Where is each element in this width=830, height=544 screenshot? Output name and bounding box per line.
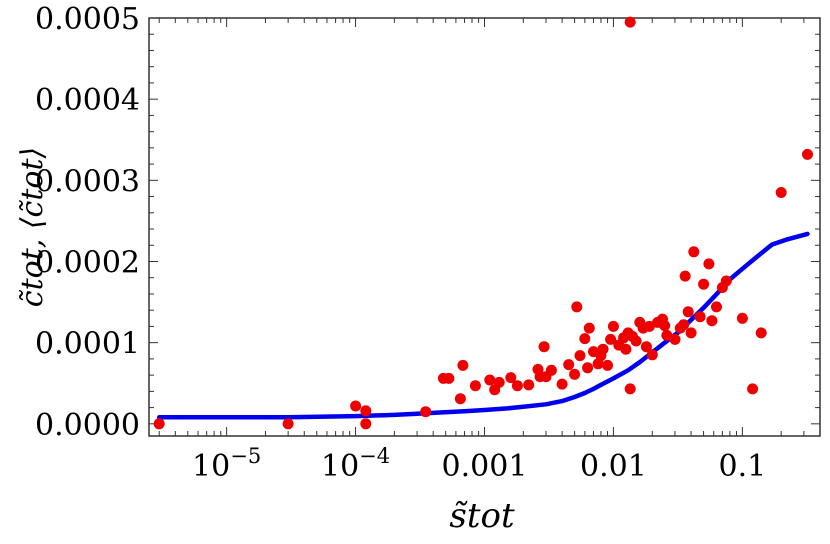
- scatter-point: [775, 187, 787, 198]
- y-tick-label: 0.0003: [35, 164, 140, 199]
- x-tick-label: 10−4: [321, 444, 390, 484]
- scatter-point: [469, 380, 481, 392]
- scatter-point: [545, 364, 557, 376]
- scatter-point: [706, 315, 718, 327]
- scatter-point: [685, 327, 697, 339]
- x-tick-label: 0.01: [580, 449, 647, 484]
- scatter-point: [679, 270, 691, 282]
- x-axis-label: s̃tot: [449, 496, 515, 536]
- scatter-point: [511, 380, 523, 392]
- x-tick-label: 0.001: [442, 449, 528, 484]
- scatter-point: [505, 372, 517, 384]
- plot-frame: [148, 17, 821, 437]
- scatter-point: [493, 376, 505, 388]
- scatter-point: [571, 301, 583, 313]
- scatter-point: [484, 374, 496, 386]
- scatter-point: [682, 306, 694, 318]
- scatter-point: [602, 359, 613, 371]
- scatter-point: [630, 335, 642, 347]
- scatter-point: [736, 312, 748, 324]
- scatter-point: [360, 405, 372, 417]
- scatter-point: [282, 418, 294, 430]
- scatter-point: [360, 418, 372, 430]
- scatter-point: [556, 378, 568, 390]
- scatter-points: [153, 16, 813, 430]
- scatter-point: [640, 341, 652, 353]
- scatter-point: [605, 333, 617, 345]
- scatter-point: [583, 322, 595, 334]
- scatter-point: [454, 393, 466, 405]
- x-tick-label: 10−5: [192, 444, 261, 484]
- scatter-point: [457, 359, 469, 371]
- x-ticks: 10−5 10−4 0.001 0.01 0.1: [158, 18, 821, 484]
- scatter-point: [643, 320, 655, 332]
- scatter-point: [703, 258, 715, 270]
- scatter-point: [582, 362, 594, 374]
- scatter-point: [755, 327, 767, 339]
- scatter-point: [574, 350, 586, 362]
- scatter-point: [624, 383, 636, 395]
- scatter-point: [350, 400, 362, 412]
- scatter-point: [802, 148, 813, 160]
- scatter-point: [694, 311, 706, 323]
- y-tick-label: 0.0000: [35, 408, 140, 443]
- y-tick-label: 0.0004: [35, 83, 140, 118]
- scatter-point: [720, 275, 732, 287]
- scatter-point: [659, 320, 671, 332]
- scatter-point: [443, 372, 455, 384]
- y-axis-label: c̃tot, ⟨c̃tot⟩: [15, 147, 50, 307]
- scatter-point: [669, 333, 681, 345]
- scatter-point: [698, 278, 710, 290]
- y-ticks: 0.0000 0.0001 0.0002 0.0003 0.0004 0.0005: [35, 2, 820, 443]
- scatter-point: [420, 406, 432, 418]
- scatter-point: [563, 359, 575, 371]
- x-tick-label: 0.1: [719, 449, 767, 484]
- scatter-point: [620, 343, 632, 355]
- scatter-point: [688, 246, 700, 258]
- scatter-point: [624, 16, 636, 28]
- scatter-point: [538, 341, 550, 353]
- scatter-point: [646, 349, 658, 361]
- scatter-point: [747, 383, 759, 395]
- y-tick-label: 0.0005: [35, 2, 140, 37]
- scatter-point: [569, 368, 581, 380]
- y-tick-label: 0.0001: [35, 327, 140, 362]
- scatter-point: [678, 319, 690, 331]
- scatter-point: [597, 343, 609, 355]
- scatter-point: [523, 379, 535, 391]
- scatter-point: [579, 333, 591, 345]
- scatter-point: [153, 418, 165, 430]
- scatter-point: [711, 301, 722, 313]
- scatter-point: [607, 320, 619, 332]
- y-tick-label: 0.0002: [35, 245, 140, 280]
